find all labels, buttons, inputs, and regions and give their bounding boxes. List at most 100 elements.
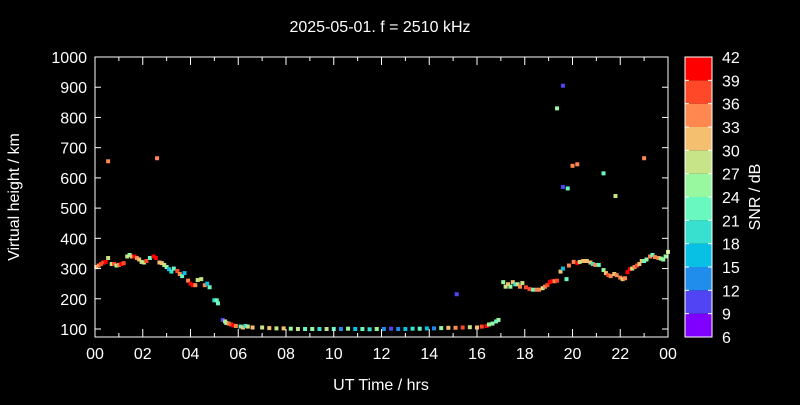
data-point <box>106 159 111 164</box>
colorbar-tick-label: 30 <box>722 143 740 160</box>
data-point <box>588 260 593 265</box>
colorbar: 6 9 12 15 18 21 24 27 30 33 36 39 42 <box>684 50 740 347</box>
data-point <box>663 254 668 259</box>
data-point <box>467 325 472 330</box>
data-point <box>324 327 329 331</box>
data-point <box>103 259 108 264</box>
data-point <box>310 327 315 331</box>
data-point <box>432 326 437 331</box>
data-point <box>439 326 444 331</box>
colorbar-bin <box>685 57 712 81</box>
data-point <box>109 262 114 267</box>
y-tick-label: 400 <box>60 231 87 248</box>
data-point <box>630 266 635 271</box>
chart-title: 2025-05-01. f = 2510 kHz <box>289 19 470 36</box>
data-point <box>623 276 628 281</box>
data-point <box>106 255 111 260</box>
data-point <box>571 259 576 264</box>
data-point <box>479 324 484 329</box>
x-tick-label: 18 <box>516 346 534 363</box>
data-point <box>575 162 580 167</box>
colorbar-tick-label: 36 <box>722 97 740 114</box>
data-point <box>346 326 351 331</box>
data-point <box>157 260 162 265</box>
x-tick-label: 22 <box>611 346 629 363</box>
data-point <box>424 326 429 331</box>
data-point <box>116 262 121 267</box>
data-point <box>486 322 491 327</box>
data-point <box>601 268 606 273</box>
data-point <box>241 325 246 330</box>
data-point <box>374 327 379 331</box>
data-point <box>596 262 601 267</box>
data-point <box>517 284 522 289</box>
data-point <box>233 323 238 328</box>
data-point <box>127 252 132 257</box>
data-point <box>137 257 142 262</box>
data-point <box>177 271 182 276</box>
data-point <box>632 265 637 270</box>
data-point <box>510 280 515 285</box>
data-point <box>637 262 642 267</box>
data-point <box>96 263 101 268</box>
data-point <box>171 266 176 271</box>
data-point <box>125 254 130 259</box>
data-point <box>608 274 613 279</box>
x-tick-label: 02 <box>134 346 152 363</box>
data-point <box>618 275 623 280</box>
data-point <box>644 257 649 262</box>
y-axis-label: Virtual height / km <box>6 133 23 261</box>
data-point <box>195 278 200 283</box>
colorbar-bin <box>685 197 712 221</box>
data-point <box>360 327 365 331</box>
data-point <box>513 282 518 287</box>
data-point <box>389 326 394 331</box>
data-point <box>215 301 220 306</box>
y-tick-label: 200 <box>60 292 87 309</box>
data-point <box>565 186 570 191</box>
data-point <box>584 259 589 263</box>
data-point <box>250 325 255 330</box>
data-point <box>243 323 248 328</box>
data-point <box>554 278 559 283</box>
data-point <box>601 171 606 176</box>
data-point <box>661 257 666 262</box>
colorbar-tick-label: 12 <box>722 283 740 300</box>
y-tick-label: 600 <box>60 171 87 188</box>
data-point <box>603 271 608 276</box>
data-point <box>260 325 265 330</box>
data-point <box>577 259 582 264</box>
colorbar-tick-label: 27 <box>722 167 740 184</box>
y-tick-label: 900 <box>60 80 87 97</box>
data-point <box>570 163 575 168</box>
data-point <box>543 284 548 289</box>
x-tick-label: 20 <box>564 346 582 363</box>
data-point <box>625 270 630 275</box>
y-tick-label: 800 <box>60 110 87 127</box>
y-tick-label: 500 <box>60 201 87 218</box>
colorbar-tick-label: 21 <box>722 213 740 230</box>
data-point <box>634 263 639 268</box>
data-point <box>503 284 508 289</box>
data-point <box>94 265 99 270</box>
data-point <box>558 269 563 274</box>
data-point <box>205 281 210 286</box>
data-point <box>186 278 191 283</box>
data-point <box>453 325 458 330</box>
data-point <box>560 184 565 189</box>
data-point <box>581 259 586 263</box>
y-tick-label: 300 <box>60 262 87 279</box>
data-point <box>403 327 408 331</box>
data-point <box>274 326 279 331</box>
x-tick-label: 08 <box>277 346 295 363</box>
data-point <box>214 298 219 303</box>
data-point <box>396 327 401 331</box>
data-point <box>101 260 106 265</box>
plot-frame <box>94 56 669 338</box>
data-point <box>132 254 137 259</box>
x-tick-label: 00 <box>86 346 104 363</box>
x-tick-label: 16 <box>468 346 486 363</box>
data-point <box>475 325 479 330</box>
colorbar-tick-label: 24 <box>722 190 740 207</box>
